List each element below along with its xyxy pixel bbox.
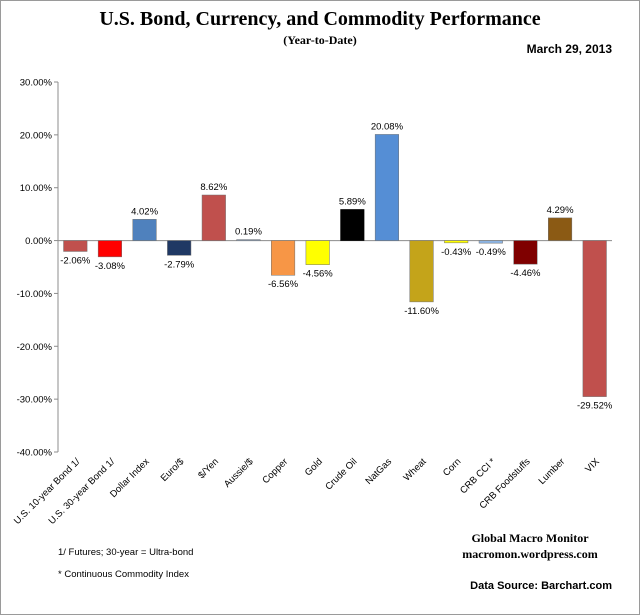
data-label: 20.08%	[371, 121, 404, 132]
y-tick-label: -30.00%	[17, 395, 53, 406]
data-label: -3.08%	[95, 261, 126, 272]
chart-subtitle: (Year-to-Date)	[283, 33, 357, 47]
bar	[513, 240, 538, 265]
bar	[97, 240, 122, 258]
data-source: Data Source: Barchart.com	[470, 580, 612, 592]
bar	[132, 219, 157, 241]
data-label: -2.06%	[60, 255, 91, 266]
y-tick-label: -10.00%	[17, 289, 53, 300]
brand-name: Global Macro Monitor	[471, 531, 589, 545]
y-tick-label: 0.00%	[25, 236, 52, 247]
brand-url: macromon.wordpress.com	[462, 547, 598, 561]
x-tick-label: Aussie/$	[222, 456, 256, 490]
data-label: 5.89%	[339, 196, 366, 207]
footnote-futures: 1/ Futures; 30-year = Ultra-bond	[58, 547, 194, 558]
x-tick-label: Copper	[260, 456, 290, 486]
x-tick-label: Crude Oil	[323, 456, 359, 492]
data-label: 0.19%	[235, 227, 262, 238]
data-label: 8.62%	[200, 182, 227, 193]
bar	[305, 240, 330, 265]
y-tick-label: -40.00%	[17, 448, 53, 459]
x-tick-label: NatGas	[363, 456, 394, 487]
x-tick-label: U.S. 30-year Bond 1/	[47, 456, 118, 527]
bar	[236, 239, 261, 241]
data-label: -2.79%	[164, 259, 195, 270]
data-label: -4.56%	[303, 269, 334, 280]
bar	[201, 194, 226, 241]
bar	[409, 240, 434, 303]
y-tick-label: 10.00%	[20, 183, 53, 194]
x-tick-label: Lumber	[537, 456, 568, 487]
data-label: -29.52%	[577, 401, 613, 412]
data-label: -11.60%	[404, 306, 439, 317]
data-label: -0.43%	[441, 247, 472, 258]
bar	[271, 240, 296, 276]
bar	[63, 240, 88, 252]
bar	[374, 134, 399, 241]
data-label: 4.29%	[547, 205, 574, 216]
data-label: -4.46%	[510, 268, 541, 279]
as-of-date: March 29, 2013	[526, 42, 612, 56]
chart-title: U.S. Bond, Currency, and Commodity Perfo…	[99, 8, 541, 30]
footnote-cci: * Continuous Commodity Index	[58, 569, 189, 580]
bar	[340, 209, 365, 241]
bar	[444, 240, 469, 244]
y-tick-label: 20.00%	[20, 130, 53, 141]
x-tick-label: $/Yen	[196, 456, 221, 481]
x-tick-label: Wheat	[401, 456, 428, 483]
x-tick-label: Euro/$	[159, 456, 187, 484]
bar	[167, 240, 192, 256]
bar	[548, 217, 573, 241]
x-tick-label: Gold	[303, 456, 325, 478]
y-tick-label: -20.00%	[17, 342, 53, 353]
data-label: 4.02%	[131, 206, 158, 217]
bar	[582, 240, 607, 397]
x-tick-label: Corn	[441, 456, 463, 478]
data-label: -0.49%	[476, 247, 507, 258]
x-tick-label: VIX	[583, 456, 602, 475]
data-label: -6.56%	[268, 279, 299, 290]
bar	[478, 240, 503, 244]
y-tick-label: 30.00%	[20, 78, 53, 89]
x-tick-label: U.S. 10-year Bond 1/	[12, 456, 83, 527]
